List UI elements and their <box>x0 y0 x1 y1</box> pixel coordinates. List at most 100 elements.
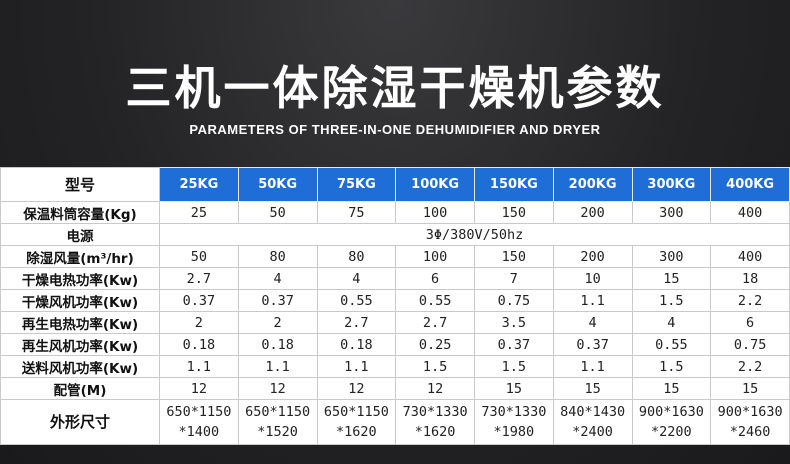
table-cell: 200 <box>552 245 633 268</box>
model-cell: 300KG <box>631 167 712 202</box>
table-cell: 15 <box>631 267 712 290</box>
table-cell: 50 <box>237 201 318 224</box>
table-cell: 50 <box>159 245 239 268</box>
table-cell: 0.25 <box>395 333 475 356</box>
table-cell: 4 <box>631 311 712 334</box>
table-cell: 0.18 <box>237 333 318 356</box>
table-cell: 15 <box>631 377 712 400</box>
table-cell: 0.37 <box>237 289 318 312</box>
table-cell: 2.2 <box>710 355 790 378</box>
table-cell: 0.55 <box>395 289 475 312</box>
row-label: 送料风机功率(Kw) <box>0 355 160 378</box>
table-cell: 75 <box>316 201 397 224</box>
dimension-cell: 900*1630 *2460 <box>710 399 790 445</box>
table-cell: 0.37 <box>159 289 239 312</box>
table-cell: 0.55 <box>316 289 397 312</box>
row-label: 配管(M) <box>0 377 160 400</box>
table-cell: 15 <box>710 377 790 400</box>
table-row: 再生电热功率(Kw) 2 2 2.7 2.7 3.5 4 4 6 <box>0 311 790 334</box>
table-row: 再生风机功率(Kw) 0.18 0.18 0.18 0.25 0.37 0.37… <box>0 333 790 356</box>
table-row-dimensions: 外形尺寸 650*1150 *1400 650*1150 *1520 650*1… <box>0 399 790 445</box>
dimension-cell: 840*1430 *2400 <box>552 399 633 445</box>
table-cell: 2.7 <box>395 311 475 334</box>
table-cell: 15 <box>552 377 633 400</box>
table-cell: 1.1 <box>552 289 633 312</box>
row-label: 保温料筒容量(Kg) <box>0 201 160 224</box>
dimension-cell: 900*1630 *2200 <box>631 399 712 445</box>
table-cell: 3.5 <box>474 311 554 334</box>
row-label: 除湿风量(m³/hr) <box>0 245 160 268</box>
table-cell: 1.1 <box>316 355 397 378</box>
table-cell: 1.5 <box>631 289 712 312</box>
table-cell: 80 <box>316 245 397 268</box>
row-label: 干燥风机功率(Kw) <box>0 289 160 312</box>
table-cell: 2.7 <box>159 267 239 290</box>
table-cell: 400 <box>710 201 790 224</box>
spec-table: 型号 25KG 50KG 75KG 100KG 150KG 200KG 300K… <box>0 167 790 445</box>
row-label: 外形尺寸 <box>0 399 160 445</box>
table-cell: 80 <box>237 245 318 268</box>
table-row: 配管(M) 12 12 12 12 15 15 15 15 <box>0 377 790 400</box>
dimension-cell: 650*1150 *1520 <box>237 399 318 445</box>
table-row: 送料风机功率(Kw) 1.1 1.1 1.1 1.5 1.5 1.1 1.5 2… <box>0 355 790 378</box>
model-cell: 100KG <box>395 167 475 202</box>
table-cell: 0.37 <box>552 333 633 356</box>
table-header-row: 型号 25KG 50KG 75KG 100KG 150KG 200KG 300K… <box>0 167 790 202</box>
table-row: 除湿风量(m³/hr) 50 80 80 100 150 200 300 400 <box>0 245 790 268</box>
model-cell: 200KG <box>552 167 633 202</box>
table-cell: 7 <box>474 267 554 290</box>
table-cell: 150 <box>474 245 554 268</box>
table-cell: 12 <box>159 377 239 400</box>
table-cell: 400 <box>710 245 790 268</box>
model-cell: 75KG <box>316 167 397 202</box>
model-cell: 25KG <box>159 167 239 202</box>
table-cell: 300 <box>631 245 712 268</box>
table-cell: 1.5 <box>631 355 712 378</box>
row-label: 干燥电热功率(Kw) <box>0 267 160 290</box>
table-cell: 0.75 <box>710 333 790 356</box>
model-cell: 400KG <box>710 167 790 202</box>
table-cell: 150 <box>474 201 554 224</box>
table-cell: 100 <box>395 245 475 268</box>
table-cell: 200 <box>552 201 633 224</box>
table-cell: 6 <box>395 267 475 290</box>
table-cell: 2 <box>159 311 239 334</box>
table-cell: 4 <box>552 311 633 334</box>
row-label: 再生电热功率(Kw) <box>0 311 160 334</box>
table-cell: 100 <box>395 201 475 224</box>
table-cell: 4 <box>316 267 397 290</box>
table-cell: 25 <box>159 201 239 224</box>
table-row-power: 电源 3Φ/380V/50hz <box>0 223 790 246</box>
table-cell: 0.18 <box>159 333 239 356</box>
table-cell: 10 <box>552 267 633 290</box>
dimension-cell: 730*1330 *1620 <box>395 399 475 445</box>
table-cell: 0.55 <box>631 333 712 356</box>
table-cell: 2.2 <box>710 289 790 312</box>
model-cell: 150KG <box>474 167 554 202</box>
page-subtitle: PARAMETERS OF THREE-IN-ONE DEHUMIDIFIER … <box>189 122 601 137</box>
table-cell: 2.7 <box>316 311 397 334</box>
table-cell: 0.37 <box>474 333 554 356</box>
table-cell: 4 <box>237 267 318 290</box>
table-row: 干燥风机功率(Kw) 0.37 0.37 0.55 0.55 0.75 1.1 … <box>0 289 790 312</box>
header-label: 型号 <box>0 167 160 202</box>
table-row: 保温料筒容量(Kg) 25 50 75 100 150 200 300 400 <box>0 201 790 224</box>
table-cell: 12 <box>237 377 318 400</box>
table-cell: 300 <box>631 201 712 224</box>
table-cell: 18 <box>710 267 790 290</box>
page-title: 三机一体除湿干燥机参数 <box>125 61 665 115</box>
table-cell: 2 <box>237 311 318 334</box>
table-cell: 1.1 <box>159 355 239 378</box>
table-cell: 1.1 <box>237 355 318 378</box>
dimension-cell: 730*1330 *1980 <box>474 399 554 445</box>
model-cell: 50KG <box>237 167 318 202</box>
table-cell: 12 <box>316 377 397 400</box>
dimension-cell: 650*1150 *1620 <box>316 399 397 445</box>
row-label: 再生风机功率(Kw) <box>0 333 160 356</box>
table-cell: 1.1 <box>552 355 633 378</box>
table-cell: 0.75 <box>474 289 554 312</box>
row-label: 电源 <box>0 223 160 246</box>
table-cell: 15 <box>474 377 554 400</box>
table-cell: 6 <box>710 311 790 334</box>
table-cell: 12 <box>395 377 475 400</box>
